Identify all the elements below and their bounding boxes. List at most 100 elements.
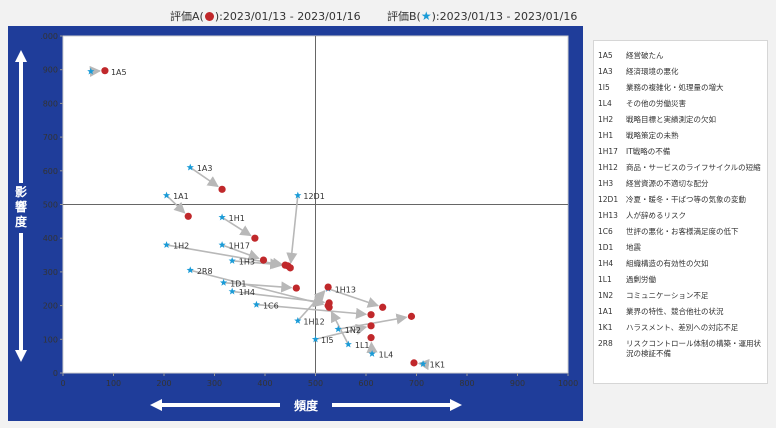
x-tick-label: 600 — [358, 379, 373, 388]
dot-point-1a5 — [101, 67, 109, 75]
dot-point-1h13 — [379, 303, 387, 311]
legend-description: 組織構造の有効性の欠如 — [626, 259, 709, 268]
dot-point-1a3 — [218, 185, 226, 193]
legend-code: 1I5 — [598, 83, 610, 92]
legend-code: 2R8 — [598, 339, 613, 348]
dot-point-1h17 — [259, 256, 268, 264]
star-point-1h17 — [218, 241, 226, 248]
y-axis-title: 影響度 — [15, 184, 28, 229]
legend-code: 1D1 — [598, 243, 614, 252]
change-arrow-1h12 — [297, 289, 326, 322]
legend-description: 人が辞めるリスク — [626, 211, 686, 220]
star-point-1h12 — [294, 317, 302, 324]
y-tick-label: 0 — [53, 369, 58, 378]
dot-point-1n2 — [407, 312, 416, 320]
legend-code: 1H13 — [598, 211, 618, 220]
legend-code: 1H1 — [598, 131, 614, 140]
legend-description: 戦略目標と実績測定の欠如 — [626, 115, 716, 124]
legend-item: 1C6 世評の悪化・お客様満足度の低下 — [594, 227, 767, 237]
legend-description: 地震 — [626, 243, 641, 252]
legend-item: 1H3 経営資源の不適切な配分 — [594, 179, 767, 189]
legend-code: 1H2 — [598, 115, 614, 124]
x-tick-label: 1000 — [558, 379, 578, 388]
star-point-1n2 — [334, 325, 342, 333]
dot-point-1d1 — [292, 284, 300, 292]
star-point-1h1 — [218, 213, 226, 221]
change-arrow-1h1 — [221, 216, 252, 237]
x-tick-label: 700 — [409, 379, 424, 388]
star-point-1k1 — [419, 360, 427, 367]
legend-description: ハラスメント、差別への対応不足 — [626, 323, 739, 332]
legend-code: 1A5 — [598, 51, 613, 60]
star-point-1d1 — [220, 278, 228, 286]
point-label-1h3: 1H3 — [239, 257, 255, 266]
y-tick-label: 800 — [43, 99, 58, 108]
legend-code: 1N2 — [598, 291, 614, 300]
legend-item: 1N2 コミュニケーション不足 — [594, 291, 767, 301]
star-point-1a1 — [162, 191, 171, 199]
point-label-1h13: 1H13 — [335, 285, 356, 294]
x-tick-label: 300 — [207, 379, 222, 388]
y-tick-label: 300 — [43, 268, 58, 277]
legend-code: 1H3 — [598, 179, 614, 188]
legend-item: 1H13 人が辞めるリスク — [594, 211, 767, 221]
star-point-1h3 — [228, 257, 236, 264]
x-tick-label: 800 — [459, 379, 474, 388]
legend-code: 1H17 — [598, 147, 618, 156]
legend-description: 経済環境の悪化 — [626, 67, 679, 76]
legend-description: コミュニケーション不足 — [626, 291, 709, 300]
legend-item: 1D1 地震 — [594, 243, 767, 253]
dot-point-1k1 — [410, 359, 418, 367]
legend-item: 1A1 業界の特性、競合他社の状況 — [594, 307, 767, 317]
point-label-1h1: 1H1 — [229, 214, 245, 223]
legend-description: その他の労働災害 — [626, 99, 686, 108]
y-tick-label: 700 — [43, 133, 58, 142]
legend-description: 冷夏・暖冬・干ばつ等の気象の変動 — [626, 195, 746, 204]
star-point-1a5 — [87, 67, 95, 75]
change-arrow-1h17 — [221, 244, 260, 261]
change-arrow-1d1 — [223, 281, 293, 293]
x-tick-label: 200 — [156, 379, 171, 388]
dot-point-1h12 — [324, 283, 332, 291]
legend-item: 1A3 経済環境の悪化 — [594, 67, 767, 77]
point-label-1i5: 1I5 — [321, 336, 334, 345]
dot-point-1a1 — [184, 212, 192, 220]
change-arrow-1a3 — [189, 166, 219, 188]
legend-item: 12D1 冷夏・暖冬・干ばつ等の気象の変動 — [594, 195, 767, 205]
series-a-prefix: 評価A( — [170, 10, 204, 23]
legend-description: 過剰労働 — [626, 275, 656, 284]
chart-header: 評価A():2023/01/13 - 2023/01/16 評価B(★):202… — [0, 0, 776, 26]
dot-point-1i5 — [367, 322, 375, 330]
legend-item: 1I5 業務の複雑化・処理量の増大 — [594, 83, 767, 93]
change-arrow-1c6 — [256, 303, 368, 319]
legend-description: 業務の複雑化・処理量の増大 — [626, 83, 724, 92]
point-label-12d1: 12D1 — [303, 192, 324, 201]
legend-item: 1H1 戦略策定の未熟 — [594, 131, 767, 141]
series-b-period: ):2023/01/13 - 2023/01/16 — [431, 10, 578, 23]
legend-code: 1L1 — [598, 275, 612, 284]
point-label-1k1: 1K1 — [430, 361, 445, 370]
change-arrow-1h13 — [327, 287, 379, 308]
legend-item: 1A5 経営破たん — [594, 51, 767, 61]
point-label-1l1: 1L1 — [355, 341, 370, 350]
legend-item: 1H2 戦略目標と実績測定の欠如 — [594, 115, 767, 125]
change-arrow-1h4 — [232, 290, 326, 307]
legend-item: 1H4 組織構造の有効性の欠如 — [594, 259, 767, 269]
x-tick-label: 0 — [60, 379, 65, 388]
y-tick-label: 100 — [43, 335, 58, 344]
change-arrow-1i5 — [315, 323, 368, 341]
series-a-legend: 評価A( ):2023/01/13 - 2023/01/16 — [170, 8, 361, 24]
series-a-period: ):2023/01/13 - 2023/01/16 — [214, 10, 361, 23]
y-tick-label: 600 — [43, 167, 58, 176]
red-dot-icon — [204, 12, 214, 21]
x-axis-title: 頻度 — [294, 398, 319, 413]
y-tick-label: 400 — [43, 234, 58, 243]
point-label-1n2: 1N2 — [345, 326, 361, 335]
blue-star-icon: ★ — [420, 9, 432, 23]
star-point-12d1 — [294, 191, 302, 199]
legend-code: 12D1 — [598, 195, 619, 204]
change-arrow-12d1 — [286, 195, 299, 264]
star-point-1l1 — [344, 340, 352, 348]
x-tick-label: 900 — [510, 379, 525, 388]
legend-description: 商品・サービスのライフサイクルの短縮 — [626, 163, 761, 172]
